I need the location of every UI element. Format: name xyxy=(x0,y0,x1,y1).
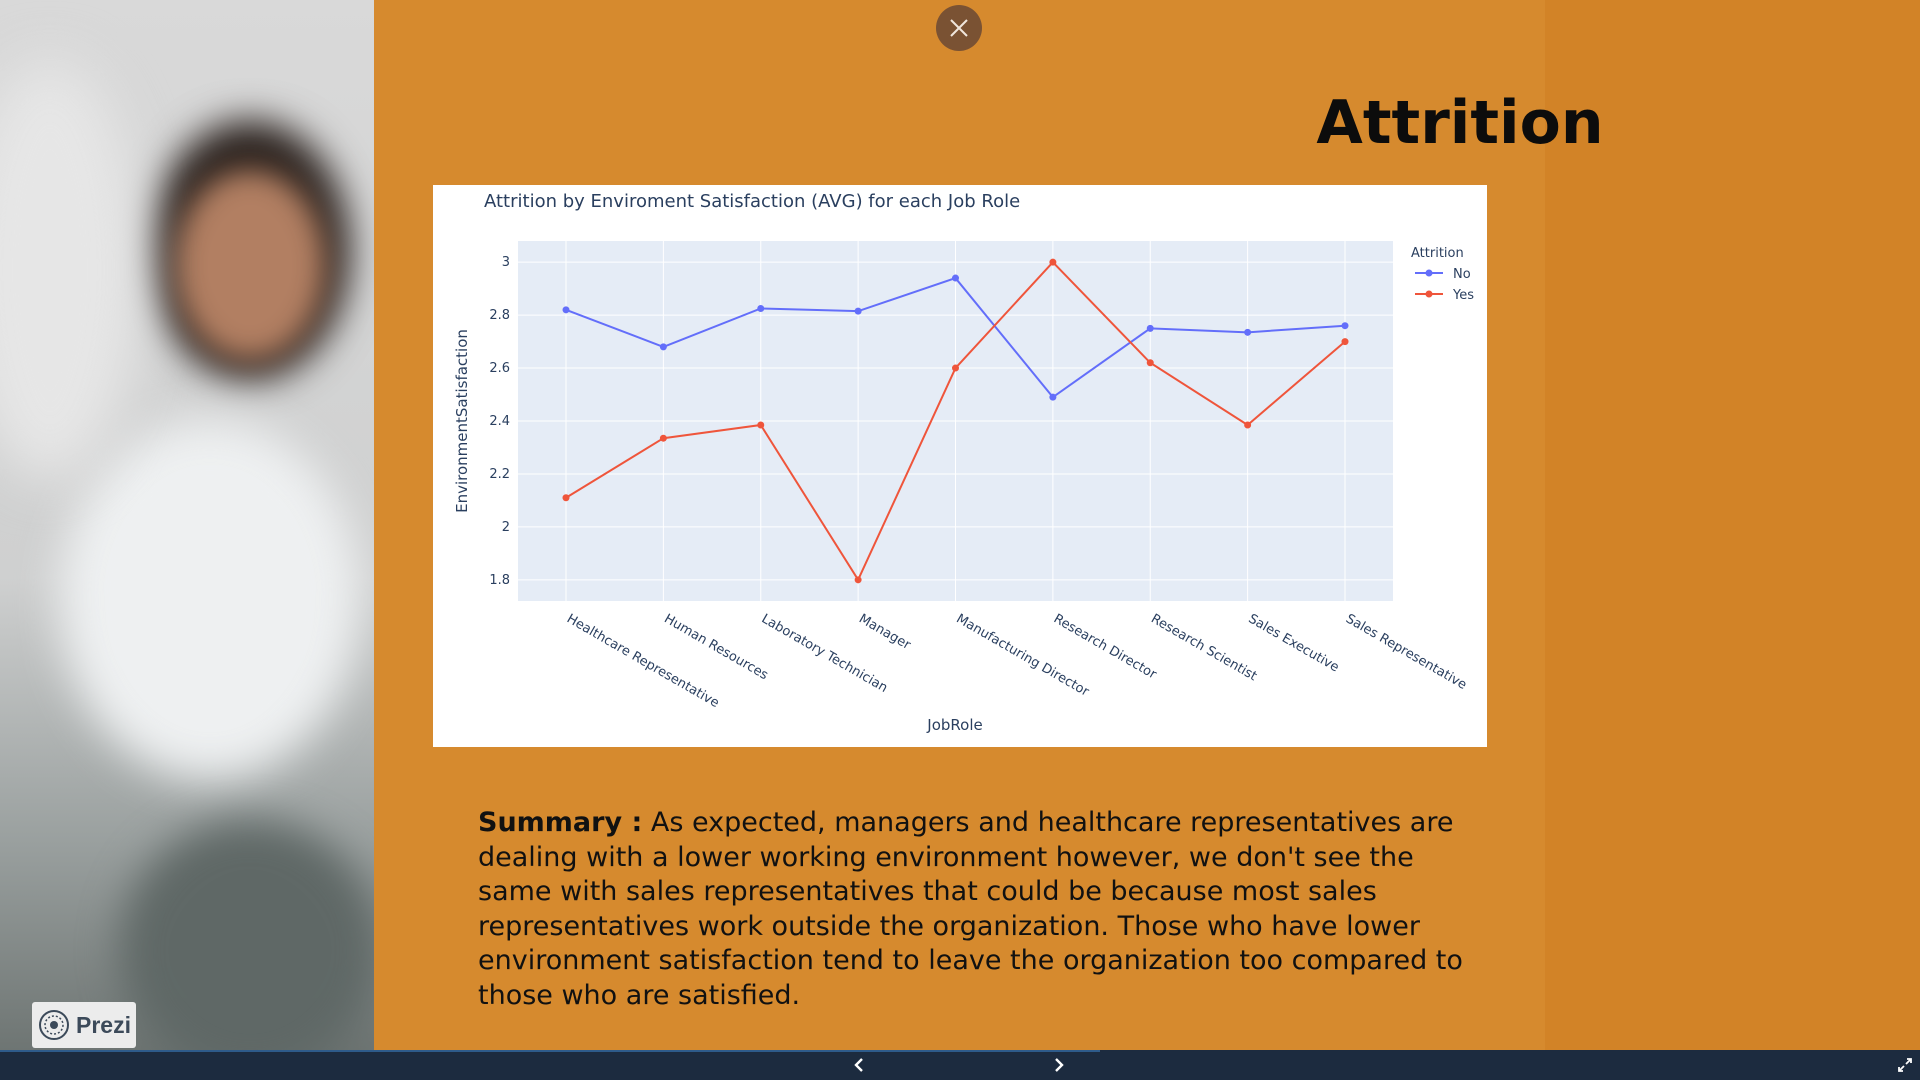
background-photo xyxy=(0,0,374,1050)
progress-bar xyxy=(0,1050,1100,1052)
summary-body: As expected, managers and healthcare rep… xyxy=(478,807,1463,1011)
y-tick-label: 2 xyxy=(502,520,510,535)
fullscreen-icon xyxy=(1898,1058,1912,1072)
x-tick-label: Manager xyxy=(856,611,913,653)
x-axis-label: JobRole xyxy=(926,716,982,734)
y-tick-label: 2.6 xyxy=(489,361,510,376)
prezi-label: Prezi xyxy=(76,1011,131,1038)
data-point-yes xyxy=(854,576,862,584)
y-tick-label: 1.8 xyxy=(489,573,510,588)
data-point-no xyxy=(1146,324,1154,332)
chevron-left-icon xyxy=(854,1058,863,1072)
data-point-yes xyxy=(952,364,959,372)
legend-marker xyxy=(1425,269,1433,277)
prezi-badge[interactable]: Prezi xyxy=(32,1002,136,1048)
slide-right-panel xyxy=(1545,0,1920,1050)
data-point-no xyxy=(952,274,959,282)
bottom-navigation-bar xyxy=(0,1050,1920,1080)
chart-title: Attrition by Enviroment Satisfaction (AV… xyxy=(484,191,1020,212)
data-point-yes xyxy=(1244,421,1252,429)
data-point-yes xyxy=(562,494,570,502)
data-point-yes xyxy=(1341,338,1349,346)
data-point-no xyxy=(757,305,765,312)
data-point-no xyxy=(1244,328,1252,336)
close-button[interactable] xyxy=(936,5,982,51)
x-tick-label: Sales Representative xyxy=(1343,611,1469,692)
line-chart: Attrition by Enviroment Satisfaction (AV… xyxy=(453,191,1474,734)
x-tick-label: Research Scientist xyxy=(1148,611,1259,684)
fullscreen-button[interactable] xyxy=(1890,1055,1920,1075)
x-tick-label: Healthcare Representative xyxy=(564,611,722,711)
data-point-no xyxy=(659,343,667,351)
data-point-no xyxy=(1341,322,1349,330)
data-point-yes xyxy=(1049,258,1057,266)
data-point-no xyxy=(1049,393,1057,401)
chevron-right-icon xyxy=(1055,1058,1064,1072)
slide-title: Attrition xyxy=(1316,88,1604,158)
data-point-no xyxy=(854,307,862,315)
prev-slide-button[interactable] xyxy=(844,1055,874,1075)
x-tick-label: Sales Executive xyxy=(1246,611,1342,675)
next-slide-button[interactable] xyxy=(1044,1055,1074,1075)
legend-item-label[interactable]: No xyxy=(1453,267,1471,282)
y-tick-label: 2.4 xyxy=(489,414,510,429)
data-point-yes xyxy=(659,434,667,442)
y-axis-label: EnvironmentSatisfaction xyxy=(453,329,471,513)
legend-marker xyxy=(1425,290,1433,298)
close-icon xyxy=(950,19,968,37)
data-point-yes xyxy=(757,421,765,429)
y-tick-label: 2.8 xyxy=(489,308,510,323)
y-tick-label: 2.2 xyxy=(489,467,510,482)
data-point-no xyxy=(562,306,570,314)
summary-label: Summary : xyxy=(478,807,643,838)
data-point-yes xyxy=(1146,359,1154,367)
legend-item-label[interactable]: Yes xyxy=(1452,288,1474,303)
chart-panel: Attrition by Enviroment Satisfaction (AV… xyxy=(433,185,1487,747)
prezi-logo-icon xyxy=(39,1010,69,1040)
summary-text: Summary : As expected, managers and heal… xyxy=(478,806,1488,1013)
y-tick-label: 3 xyxy=(502,255,510,270)
legend-title: Attrition xyxy=(1411,246,1464,261)
chart-legend: Attrition No Yes xyxy=(1411,246,1474,303)
